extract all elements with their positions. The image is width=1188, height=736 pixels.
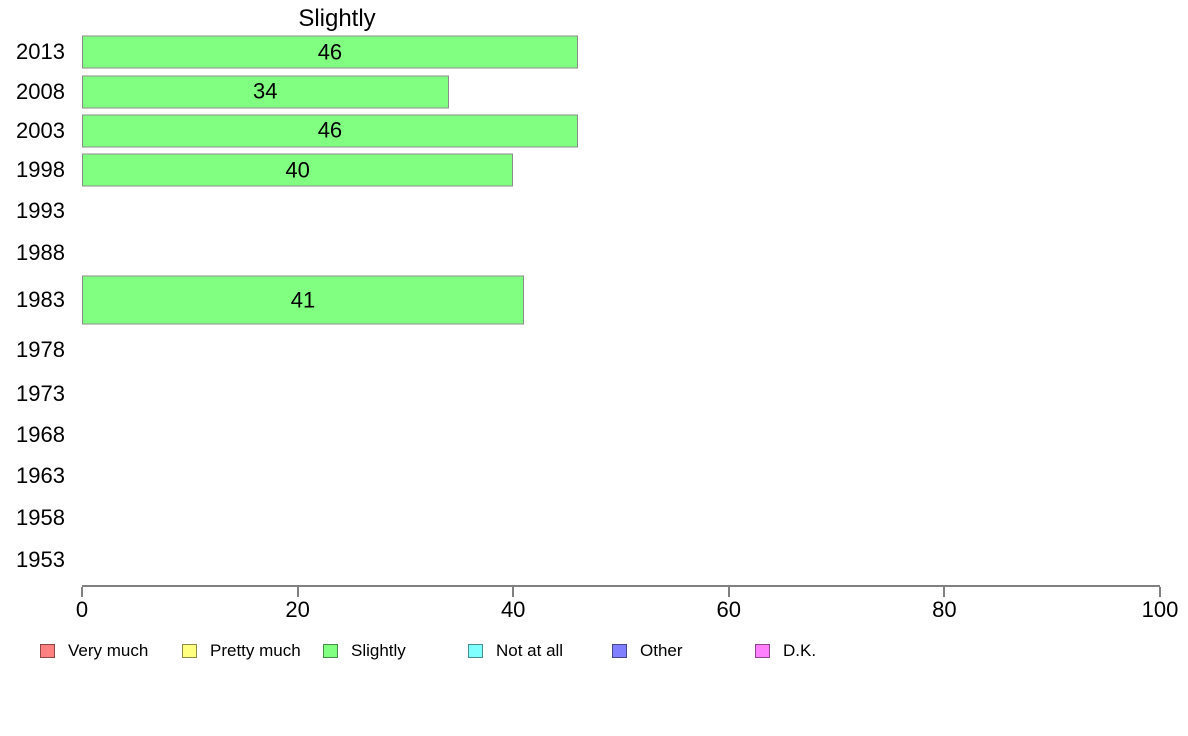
bar-value-label: 34 (253, 78, 278, 104)
year-label: 2008 (16, 78, 65, 104)
legend-swatch (612, 644, 627, 658)
plot-cell (82, 190, 1160, 231)
legend-swatch (323, 644, 338, 658)
chart-title: Slightly (298, 5, 376, 32)
chart-row: 1998 40 (0, 150, 1160, 190)
chart-row: 2003 46 (0, 111, 1160, 150)
legend-label: Not at all (496, 641, 564, 660)
legend-swatch (755, 644, 770, 658)
chart-row: 1973 (0, 373, 1160, 414)
bar-rows: 2013 46 2008 34 2003 46 1998 40 1993 1988 1983 41 19… (0, 32, 1160, 581)
legend-item: Slightly (323, 641, 406, 661)
bar: 46 (82, 35, 578, 69)
bar: 40 (82, 153, 514, 187)
year-label: 1978 (16, 336, 65, 362)
plot-cell: 34 (82, 72, 1160, 111)
x-axis-tick (512, 587, 515, 597)
legend-label: Slightly (351, 641, 406, 660)
chart-row: 1958 (0, 497, 1160, 538)
chart-row: 1988 (0, 231, 1160, 274)
legend-label: Other (640, 641, 683, 660)
legend-item: D.K. (755, 641, 816, 661)
plot-cell (82, 414, 1160, 455)
chart-row: 1953 (0, 538, 1160, 581)
bar-value-label: 41 (290, 287, 316, 312)
plot-cell: 40 (82, 150, 1160, 190)
year-label: 1988 (16, 239, 65, 265)
legend-item: Very much (40, 641, 148, 661)
year-label: 1963 (16, 463, 65, 488)
x-axis-tick (296, 587, 299, 597)
x-axis-tick (81, 587, 83, 597)
x-axis-tick-label: 100 (1141, 597, 1179, 622)
legend-item: Not at all (468, 641, 563, 661)
chart-row: 1978 (0, 326, 1160, 373)
bar-value-label: 40 (285, 157, 310, 182)
bar: 46 (82, 114, 578, 147)
plot-cell (82, 538, 1160, 581)
legend-label: D.K. (783, 641, 817, 660)
legend-swatch (40, 644, 55, 658)
chart-row: 2008 34 (0, 72, 1160, 111)
year-label: 1953 (16, 546, 65, 572)
x-axis: 0 20 40 60 80 100 (76, 585, 1178, 622)
x-axis-tick-label: 0 (75, 597, 89, 622)
chart-row: 1983 41 (0, 274, 1160, 326)
year-label: 1993 (16, 197, 65, 223)
legend-item: Pretty much (182, 641, 301, 661)
plot-cell (82, 326, 1160, 373)
legend-swatch (468, 644, 483, 658)
bar: 34 (82, 75, 449, 108)
plot-cell (82, 231, 1160, 274)
legend: Very much Pretty much Slightly Not at all Ot… (0, 641, 1188, 665)
bar-value-label: 46 (317, 39, 343, 64)
year-label: 1958 (16, 504, 65, 530)
chart-row: 1968 (0, 414, 1160, 455)
legend-swatch (182, 644, 197, 658)
plot-cell: 46 (82, 32, 1160, 72)
year-label: 2013 (16, 39, 65, 64)
chart-row: 1993 (0, 190, 1160, 231)
plot-cell: 46 (82, 111, 1160, 150)
year-label: 1983 (16, 287, 65, 312)
plot-cell (82, 497, 1160, 538)
plot-cell (82, 373, 1160, 414)
bar-value-label: 46 (317, 117, 343, 143)
chart-row: 1963 (0, 455, 1160, 497)
year-label: 2003 (16, 117, 65, 143)
year-label: 1973 (16, 380, 65, 406)
plot-cell (82, 455, 1160, 497)
year-label: 1968 (16, 421, 65, 447)
chart-row: 2013 46 (0, 32, 1160, 72)
legend-item: Other (612, 641, 683, 661)
x-axis-tick (727, 587, 730, 597)
year-label: 1998 (16, 157, 65, 182)
legend-label: Pretty much (210, 641, 301, 660)
x-axis-tick-label: 20 (285, 597, 310, 622)
x-axis-tick-label: 80 (932, 597, 957, 622)
x-axis-tick-label: 40 (500, 597, 526, 622)
legend-label: Very much (68, 641, 149, 660)
x-axis-tick-label: 60 (716, 597, 742, 622)
bar: 41 (82, 275, 524, 325)
x-axis-tick (1159, 587, 1161, 597)
x-axis-tick (943, 587, 946, 597)
plot-cell: 41 (82, 274, 1160, 326)
